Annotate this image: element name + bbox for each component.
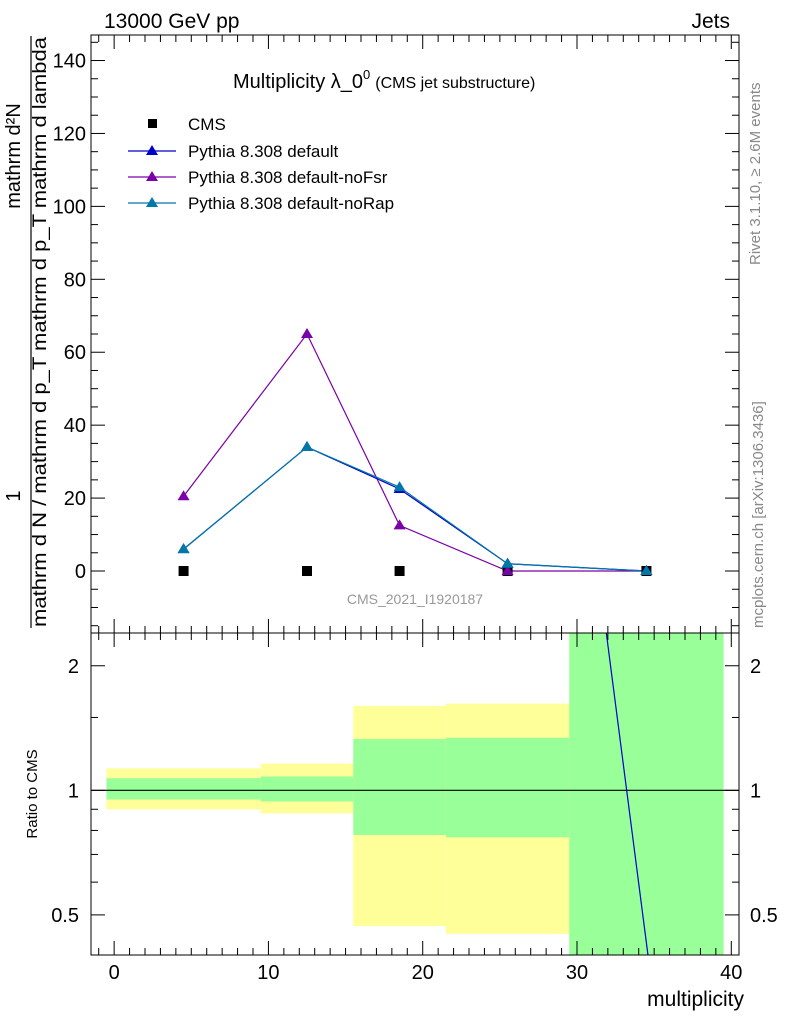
series-line-1: [183, 446, 647, 572]
plot-title-main: Multiplicity λ_0: [233, 71, 363, 93]
legend-marker-default: [146, 145, 158, 155]
plot-title-sup: 0: [363, 67, 370, 82]
series-3-point-3: [501, 557, 514, 568]
legend-label-cms: CMS: [188, 115, 226, 134]
ratio-bands-layer: [106, 633, 724, 955]
series-3-point-1: [301, 441, 313, 452]
ratio-band-inner-1: [260, 776, 354, 802]
y-tick-label-0: 0: [75, 561, 86, 583]
ratio-band-inner-3: [445, 737, 570, 838]
plot-title: Multiplicity λ_00 (CMS jet substructure): [233, 67, 535, 93]
rivet-label: Rivet 3.1.10, ≥ 2.6M events: [747, 83, 764, 266]
ratio-lines-layer: [91, 632, 739, 956]
mcplots-label: mcplots.cern.ch [arXiv:1306.3436]: [750, 401, 767, 628]
header-left: 13000 GeV pp: [104, 10, 239, 33]
y-tick-label-7: 140: [53, 51, 86, 73]
ratio-band-inner-0: [106, 778, 261, 800]
x-tick-label-2: 20: [412, 962, 434, 984]
x-axis-label: multiplicity: [647, 988, 744, 1011]
ratio-y-tick-label-left-1: 1: [68, 780, 79, 802]
ratio-y-tick-label-right-2: 2: [750, 656, 761, 678]
legend: CMS Pythia 8.308 default Pythia 8.308 de…: [128, 115, 394, 213]
analysis-watermark: CMS_2021_I1920187: [347, 591, 483, 607]
main-y-axis-label: 1 mathrm d²N mathrm d N / mathrm d p_T m…: [3, 36, 51, 628]
x-tick-label-1: 10: [257, 962, 279, 984]
cms-point-0: [178, 566, 189, 577]
legend-marker-nofsr: [146, 171, 158, 181]
ratio-y-ticks: 0.5 0.5 1 1 2 2: [51, 656, 778, 927]
ratio-x-ticks: 0 10 20 30 40: [98, 633, 742, 984]
legend-label-nofsr: Pythia 8.308 default-noFsr: [188, 168, 388, 187]
y-label-denominator: mathrm d N / mathrm d p_T mathrm d p_T m…: [30, 37, 51, 627]
series-2-point-3: [501, 565, 514, 576]
cms-point-1: [302, 566, 312, 577]
ratio-line-default: [605, 632, 649, 956]
y-label-top: mathrm d²N: [3, 103, 25, 209]
main-minor-ticks: [91, 41, 739, 627]
ratio-y-tick-label-right-0: 0.5: [750, 905, 778, 927]
y-tick-label-6: 120: [53, 123, 86, 145]
series-3-point-0: [177, 543, 190, 554]
series-2-point-1: [301, 328, 313, 338]
ratio-band-inner-4: [569, 633, 724, 955]
y-label-numerator: 1: [3, 490, 25, 501]
y-tick-label-3: 60: [64, 342, 86, 364]
ratio-y-tick-label-left-2: 2: [68, 656, 79, 678]
y-tick-label-5: 100: [53, 196, 86, 218]
ratio-band-inner-2: [353, 739, 446, 835]
legend-label-norap: Pythia 8.308 default-noRap: [188, 194, 394, 213]
x-tick-label-0: 0: [109, 962, 120, 984]
x-tick-label-4: 40: [720, 962, 742, 984]
y-tick-label-4: 80: [64, 269, 86, 291]
ratio-y-tick-label-left-0: 0.5: [51, 905, 79, 927]
header-right: Jets: [691, 10, 730, 33]
ratio-y-tick-label-right-1: 1: [750, 780, 761, 802]
legend-marker-cms: [148, 119, 157, 128]
main-data-layer: [177, 328, 653, 577]
main-x-ticks: [98, 35, 732, 633]
series-line-2: [183, 332, 647, 572]
series-line-3: [183, 446, 647, 572]
ratio-y-axis-label: Ratio to CMS: [24, 749, 41, 838]
series-3-point-2: [393, 481, 406, 492]
ratio-plot-frame: [90, 632, 740, 956]
main-y-ticks: 0 20 40 60 80 100 120 140: [53, 51, 739, 583]
cms-point-2: [394, 566, 405, 577]
series-3-point-4: [640, 565, 653, 576]
series-2-point-2: [393, 519, 406, 530]
y-tick-label-1: 20: [64, 488, 86, 510]
plot-title-sub: (CMS jet substructure): [375, 75, 535, 92]
legend-marker-norap: [146, 197, 158, 207]
y-tick-label-2: 40: [64, 415, 86, 437]
x-tick-label-3: 30: [566, 962, 588, 984]
legend-label-default: Pythia 8.308 default: [188, 142, 339, 161]
series-2-point-0: [177, 490, 190, 501]
